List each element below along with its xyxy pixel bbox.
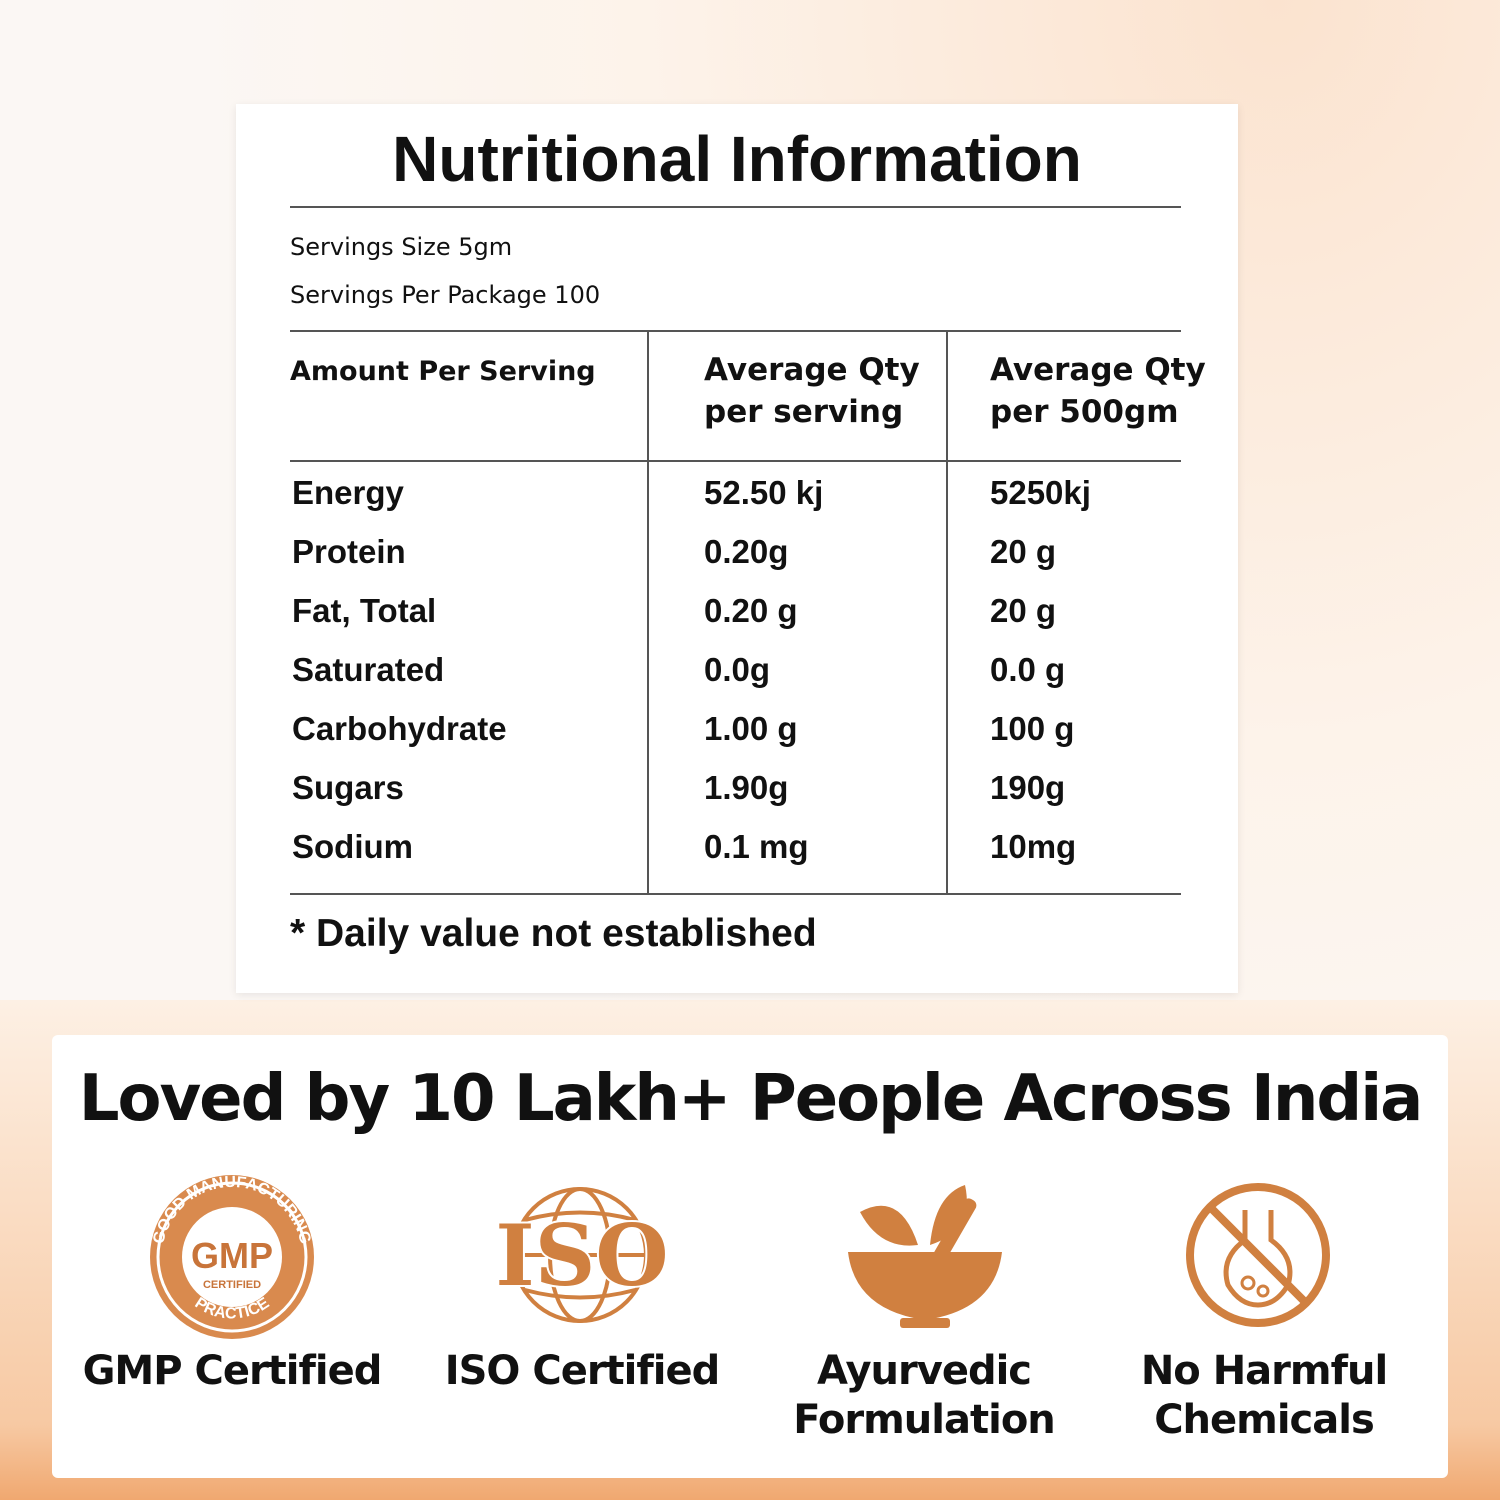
badge-label: GMP Certified [82, 1348, 383, 1394]
servings-per-package: Servings Per Package 100 [290, 281, 601, 309]
cell-value: 10mg [990, 828, 1077, 865]
iso-mark: ISO [495, 1206, 668, 1305]
nutrient-name: Protein [292, 533, 406, 570]
gmp-sub: CERTIFIED [203, 1279, 261, 1291]
cell-value: 52.50 kj [704, 474, 824, 511]
cell-value: 190g [990, 769, 1066, 806]
column-header: Average Qty [704, 352, 920, 388]
cell-value: 1.90g [704, 769, 789, 806]
serving-size: Servings Size 5gm [290, 233, 513, 261]
no-chemicals-icon [1186, 1183, 1330, 1327]
footnote: * Daily value not established [290, 912, 817, 955]
rule [290, 330, 1181, 332]
nutrient-name: Carbohydrate [292, 710, 507, 747]
column-divider [647, 331, 649, 894]
badge-label: ISO Certified [444, 1348, 721, 1394]
cell-value: 5250kj [990, 474, 1091, 511]
gmp-mark: GMP [191, 1235, 273, 1276]
cell-value: 0.20g [704, 533, 789, 570]
iso-icon: ISO [493, 1187, 671, 1323]
column-header: per 500gm [990, 394, 1179, 430]
ayurvedic-icon [848, 1185, 1002, 1328]
nutrient-name: Sugars [292, 769, 404, 806]
column-header: Average Qty [990, 352, 1206, 388]
cell-value: 1.00 g [704, 710, 798, 747]
cell-value: 20 g [990, 533, 1057, 570]
cell-value: 20 g [990, 592, 1057, 629]
nutrient-name: Energy [292, 474, 404, 511]
badge-label: Formulation [793, 1397, 1056, 1443]
gmp-icon: GOOD MANUFACTURING PRACTICE GMP CERTIFIE… [150, 1174, 314, 1339]
column-header: per serving [704, 394, 904, 430]
rule [290, 460, 1181, 462]
nutrient-name: Saturated [292, 651, 445, 688]
nutrient-name: Fat, Total [292, 592, 437, 629]
badge-label: No Harmful [1140, 1348, 1388, 1394]
column-divider [946, 331, 948, 894]
column-header: Amount Per Serving [290, 356, 596, 387]
rule [290, 893, 1181, 895]
cell-value: 0.0g [704, 651, 771, 688]
trust-title: Loved by 10 Lakh+ People Across India [78, 1062, 1424, 1136]
badge-label: Chemicals [1154, 1397, 1375, 1443]
cell-value: 0.1 mg [704, 828, 809, 865]
cell-value: 0.20 g [704, 592, 798, 629]
nutrition-card [236, 104, 1238, 993]
rule [290, 206, 1181, 208]
nutrition-title: Nutritional Information [392, 123, 1082, 195]
cell-value: 100 g [990, 710, 1075, 747]
cell-value: 0.0 g [990, 651, 1066, 688]
nutrient-name: Sodium [292, 828, 413, 865]
badge-label: Ayurvedic [816, 1348, 1032, 1394]
